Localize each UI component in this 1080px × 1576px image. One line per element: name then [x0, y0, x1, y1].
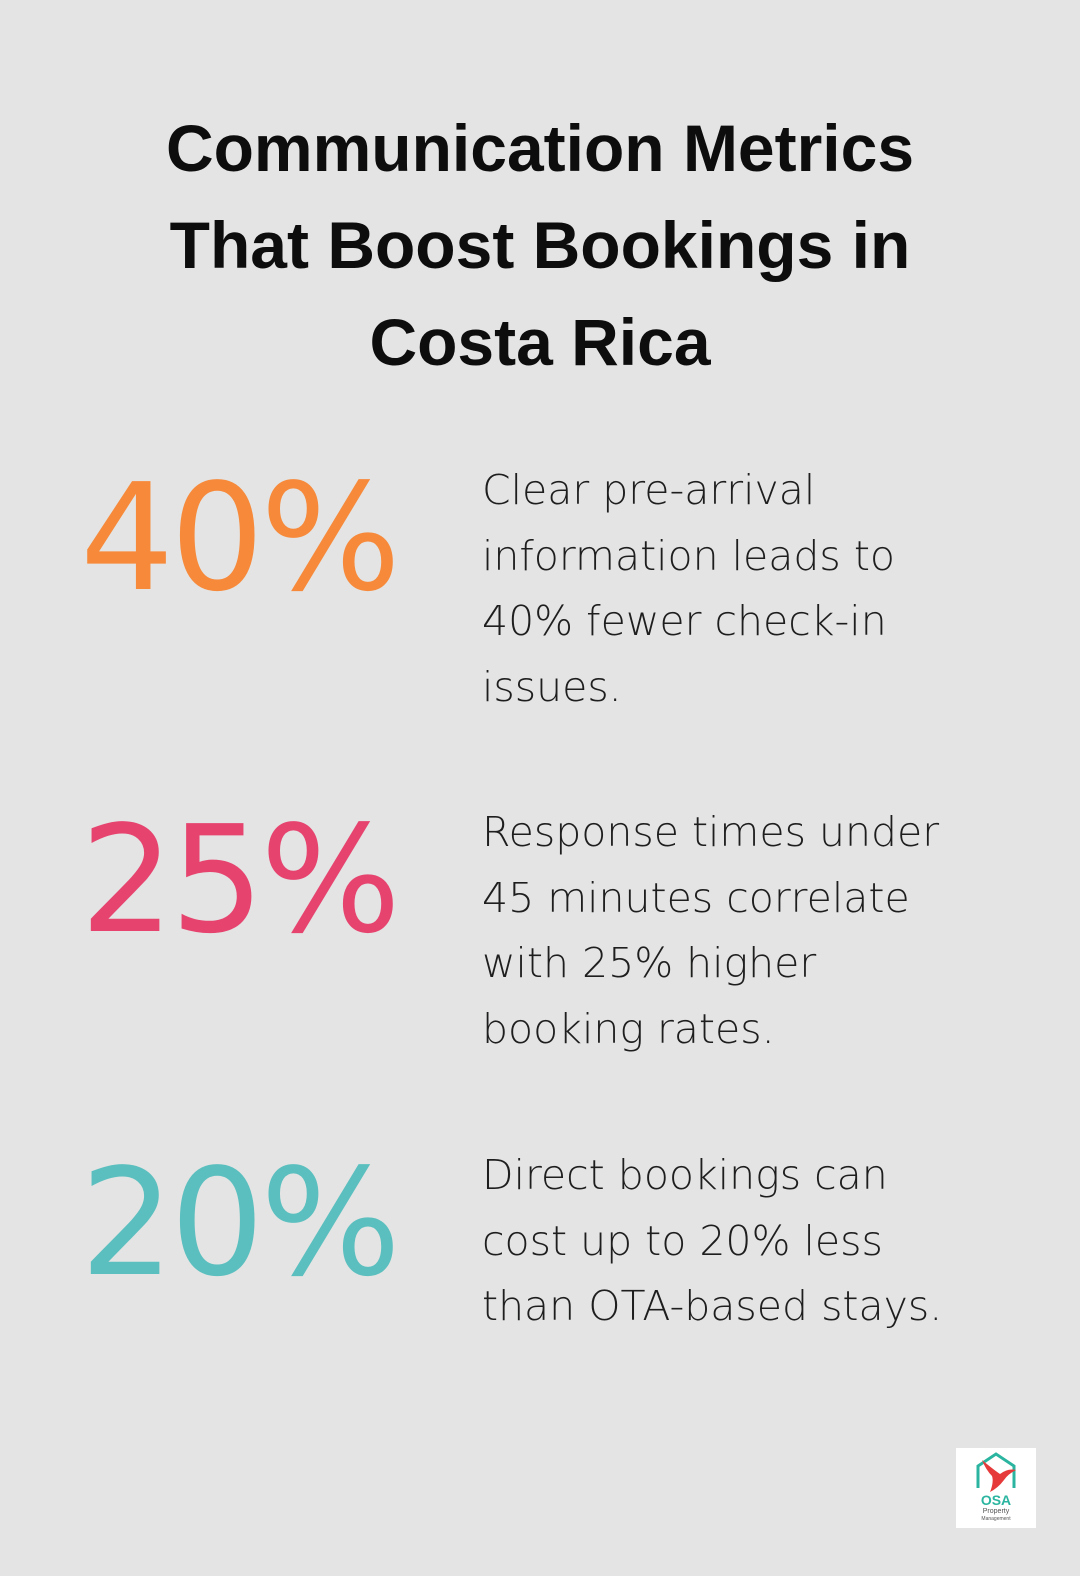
logo-house — [976, 1452, 1016, 1488]
stat-value: 40% — [80, 452, 401, 624]
logo-name: OSA — [980, 1492, 1012, 1508]
title: Communication Metrics That Boost Bookings… — [0, 100, 1080, 391]
logo-bird — [982, 1460, 1016, 1492]
description-line: than OTA-based stays. — [482, 1282, 943, 1330]
logo: OSA Property Management — [956, 1448, 1036, 1528]
description-line: booking rates. — [482, 1004, 775, 1053]
description-line: issues. — [482, 662, 622, 711]
description-line: 45 minutes correlate — [482, 873, 910, 922]
title-line: That Boost Bookings in — [169, 208, 911, 282]
stat-value: 20% — [80, 1137, 401, 1309]
description-line: Direct bookings can — [482, 1151, 888, 1199]
logo-icon — [976, 1452, 1016, 1492]
description-line: with 25% higher — [482, 939, 817, 987]
description-line: Clear pre-arrival — [482, 466, 816, 514]
stat-item: 40% Clear pre-arrival information leads to… — [0, 448, 1080, 748]
stat-description: Response times under 45 minutes correlate… — [482, 800, 939, 1062]
stat-description: Direct bookings can cost up to 20% less th… — [482, 1143, 942, 1340]
logo-line: Property — [982, 1508, 1010, 1515]
stat-item: 20% Direct bookings can cost up to 20% les… — [0, 1133, 1080, 1433]
stat-description: Clear pre-arrival information leads to 40%… — [482, 458, 895, 720]
description-line: 40% fewer check-in — [482, 597, 887, 645]
description-line: Response times under — [482, 808, 940, 856]
description-line: information leads to — [482, 531, 895, 580]
description-line: cost up to 20% less — [482, 1216, 883, 1265]
title-line: Costa Rica — [369, 305, 711, 379]
stat-value: 25% — [80, 794, 401, 966]
logo-line: Management — [981, 1516, 1011, 1522]
title-line: Communication Metrics — [165, 111, 915, 185]
stat-item: 25% Response times under 45 minutes correl… — [0, 790, 1080, 1090]
